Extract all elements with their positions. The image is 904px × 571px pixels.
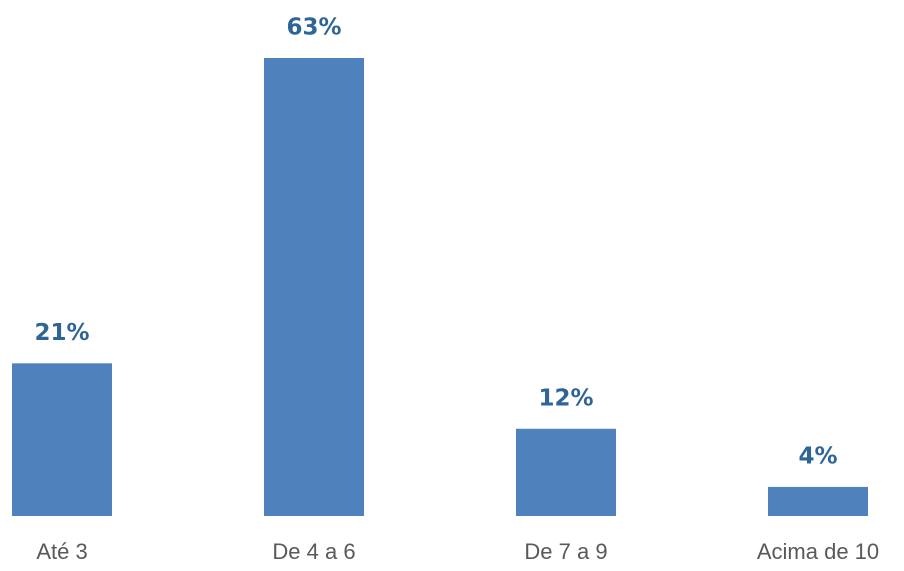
x-tick-label: De 7 a 9 — [524, 539, 607, 564]
x-tick-label: Acima de 10 — [757, 539, 879, 564]
bar — [768, 486, 868, 516]
x-tick-label: Até 3 — [36, 539, 87, 564]
bar — [516, 428, 616, 516]
value-label: 4% — [798, 443, 837, 469]
value-label: 12% — [538, 385, 593, 411]
value-label: 21% — [34, 320, 89, 346]
bar — [264, 58, 364, 516]
x-tick-label: De 4 a 6 — [272, 539, 355, 564]
value-label: 63% — [286, 15, 341, 41]
bar — [12, 363, 112, 516]
